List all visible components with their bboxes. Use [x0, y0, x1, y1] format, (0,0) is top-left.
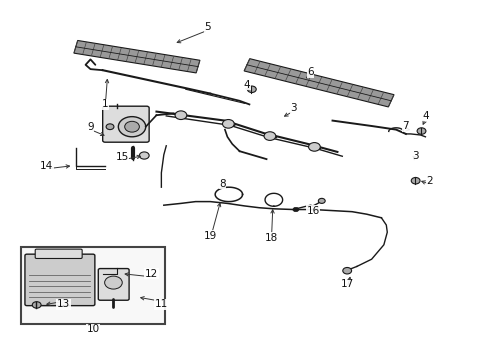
Text: 6: 6: [306, 67, 313, 77]
Text: 16: 16: [305, 206, 319, 216]
Text: 12: 12: [144, 269, 158, 279]
Circle shape: [247, 86, 256, 93]
Circle shape: [342, 267, 351, 274]
FancyBboxPatch shape: [25, 254, 95, 306]
Text: 17: 17: [340, 279, 353, 289]
Circle shape: [104, 276, 122, 289]
FancyBboxPatch shape: [35, 249, 82, 258]
Circle shape: [106, 124, 114, 130]
FancyBboxPatch shape: [98, 269, 129, 300]
Circle shape: [264, 132, 275, 140]
Circle shape: [118, 117, 145, 137]
Text: 11: 11: [154, 299, 168, 309]
Text: 4: 4: [243, 80, 250, 90]
FancyBboxPatch shape: [102, 106, 149, 142]
Text: 3: 3: [289, 103, 296, 113]
Circle shape: [318, 198, 325, 203]
Circle shape: [222, 120, 234, 128]
Text: 2: 2: [425, 176, 432, 186]
Polygon shape: [74, 40, 200, 73]
Text: 18: 18: [264, 233, 278, 243]
Circle shape: [416, 128, 425, 134]
Text: 13: 13: [57, 299, 70, 309]
Circle shape: [124, 121, 139, 132]
Text: 15: 15: [115, 152, 129, 162]
Text: 5: 5: [204, 22, 211, 32]
Text: 4: 4: [421, 111, 428, 121]
Text: 1: 1: [102, 99, 108, 109]
Text: 9: 9: [87, 122, 94, 132]
Text: 8: 8: [219, 179, 225, 189]
Text: 19: 19: [203, 231, 217, 241]
Text: 7: 7: [402, 121, 408, 131]
Circle shape: [139, 152, 149, 159]
Text: 3: 3: [411, 150, 418, 161]
Bar: [20, 247, 164, 324]
Circle shape: [292, 207, 298, 212]
Circle shape: [308, 143, 320, 151]
Polygon shape: [244, 59, 393, 107]
Text: 10: 10: [86, 324, 99, 334]
Circle shape: [410, 177, 419, 184]
Circle shape: [32, 302, 41, 308]
Circle shape: [175, 111, 186, 120]
Text: 14: 14: [40, 161, 53, 171]
